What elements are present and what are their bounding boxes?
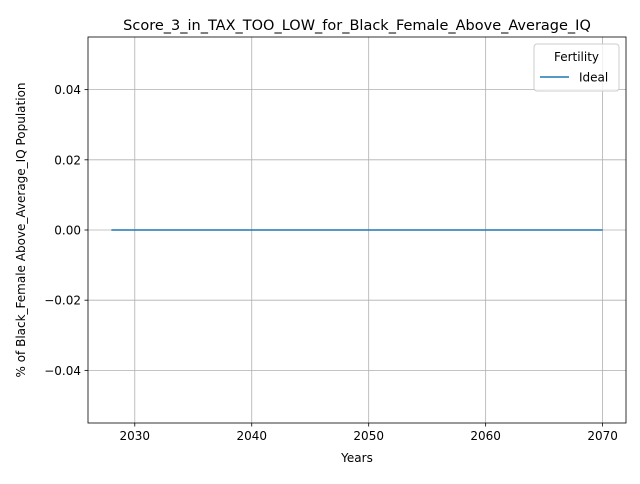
legend-title: Fertility — [554, 50, 599, 64]
y-axis-label: % of Black_Female Above_Average_IQ Popul… — [14, 82, 28, 377]
x-tick-label: 2050 — [353, 429, 384, 443]
y-tick-label: 0.00 — [54, 224, 81, 238]
x-tick-label: 2030 — [120, 429, 151, 443]
legend-label-ideal: Ideal — [579, 71, 608, 85]
x-axis-label: Years — [340, 451, 373, 465]
x-tick-label: 2040 — [236, 429, 267, 443]
y-tick-label: 0.04 — [54, 83, 81, 97]
legend: Fertility Ideal — [533, 43, 620, 92]
y-tick-label: −0.04 — [44, 364, 81, 378]
x-tick-label: 2060 — [470, 429, 501, 443]
legend-box — [533, 43, 620, 92]
y-tick-label: −0.02 — [44, 294, 81, 308]
x-axis-ticks: 2030 2040 2050 2060 2070 — [120, 423, 618, 443]
y-axis-ticks: −0.04 −0.02 0.00 0.02 0.04 — [44, 83, 88, 378]
x-tick-label: 2070 — [587, 429, 618, 443]
chart-title: Score_3_in_TAX_TOO_LOW_for_Black_Female_… — [123, 18, 591, 34]
y-tick-label: 0.02 — [54, 153, 81, 167]
